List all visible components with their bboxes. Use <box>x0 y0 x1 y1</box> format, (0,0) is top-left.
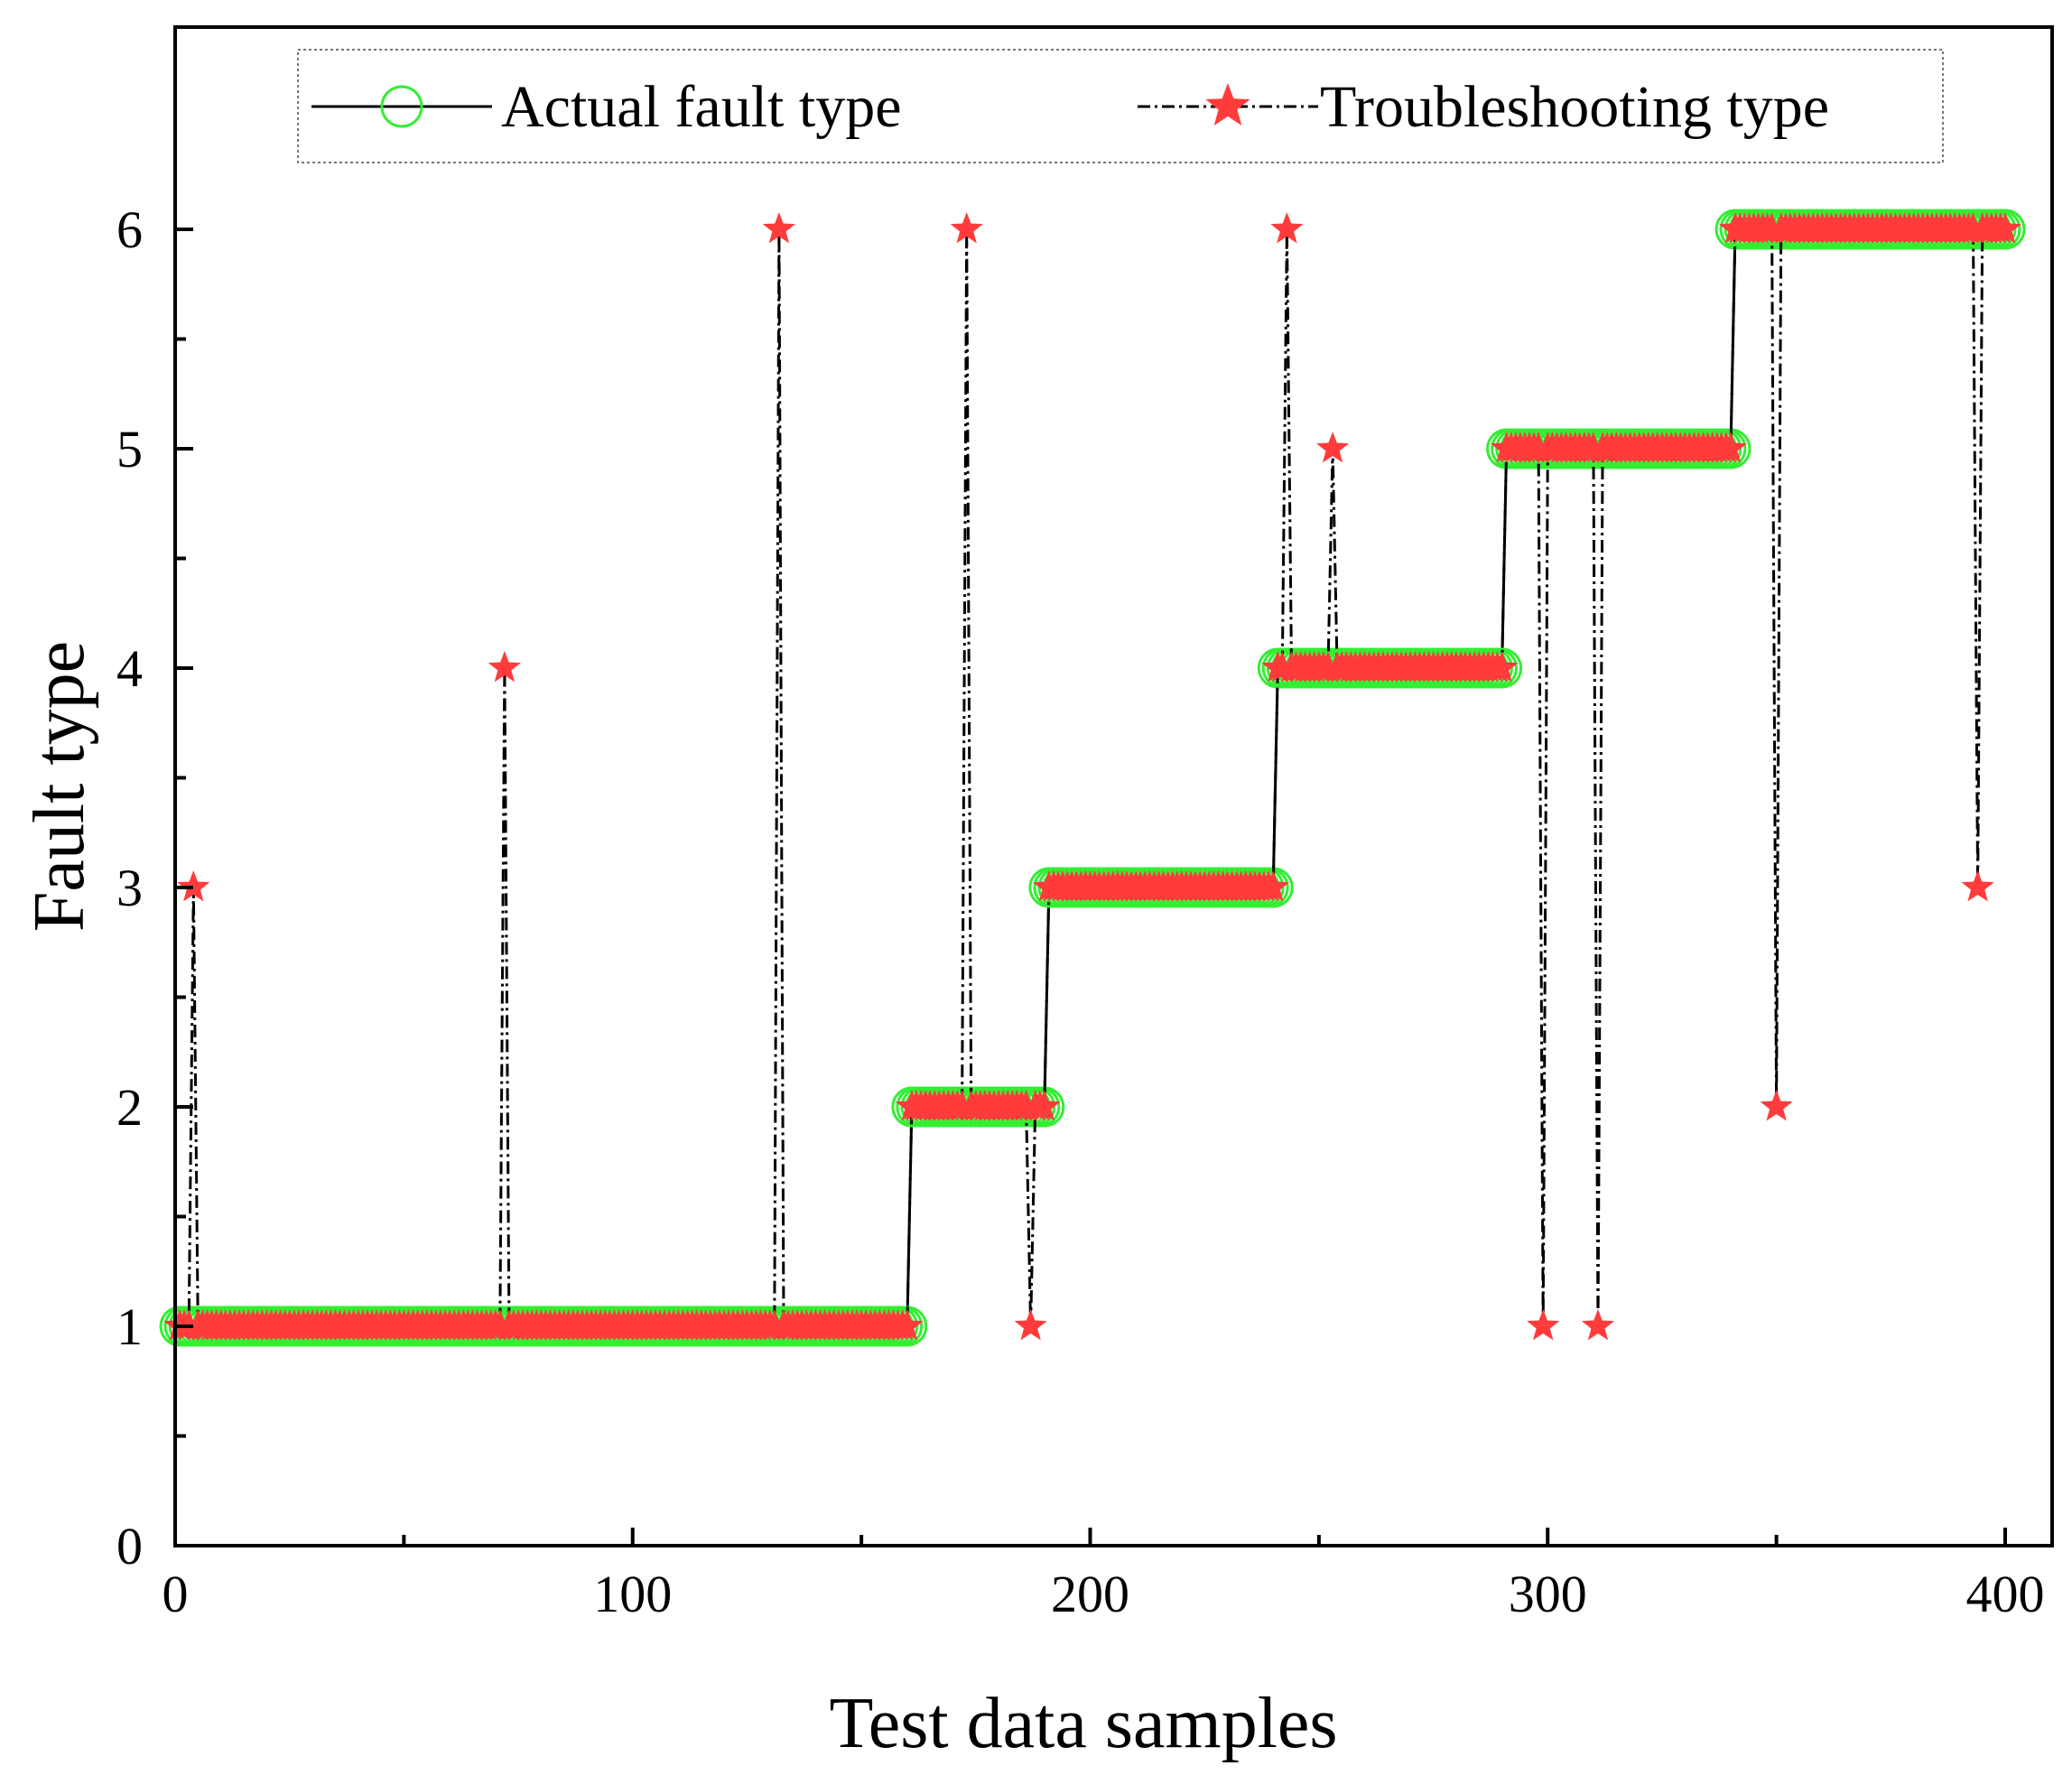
troubleshooting-point <box>890 1309 924 1341</box>
troubleshooting-line <box>180 228 2005 1328</box>
y-tick-label: 6 <box>116 200 143 259</box>
actual-series <box>159 209 2026 1347</box>
troubleshooting-point <box>1257 870 1290 902</box>
legend-box <box>297 49 1944 163</box>
legend-star-icon <box>1205 83 1250 125</box>
y-tick-label: 0 <box>116 1517 143 1575</box>
legend-troubleshooting-label: Troubleshooting type <box>1320 74 1829 140</box>
legend-actual-label: Actual fault type <box>501 74 902 140</box>
troubleshooting-point <box>488 651 521 683</box>
x-tick-labels: 0 100 200 300 400 <box>163 1565 2045 1623</box>
troubleshooting-point <box>1581 1309 1615 1341</box>
y-tick-label: 5 <box>116 420 143 479</box>
y-tick-label: 2 <box>116 1078 143 1137</box>
troubleshooting-point <box>762 212 795 244</box>
troubleshooting-point <box>1485 651 1519 683</box>
troubleshooting-series <box>163 212 2022 1341</box>
plot-frame <box>173 25 2054 1547</box>
axis-ticks <box>173 228 2007 1547</box>
x-tick-label: 0 <box>163 1565 189 1623</box>
y-tick-label: 3 <box>116 859 143 917</box>
troubleshooting-point <box>177 870 210 902</box>
troubleshooting-point <box>1527 1309 1560 1341</box>
troubleshooting-point <box>1316 432 1350 463</box>
troubleshooting-point <box>1270 212 1304 244</box>
x-tick-label: 400 <box>1966 1565 2045 1623</box>
y-axis-label: Fault type <box>20 641 99 932</box>
y-tick-label: 1 <box>116 1297 143 1356</box>
plot-data-layer <box>159 209 2026 1347</box>
troubleshooting-point <box>1027 1090 1061 1121</box>
troubleshooting-point <box>1014 1309 1047 1341</box>
x-tick-label: 100 <box>593 1565 672 1623</box>
legend-circle-icon <box>380 85 423 128</box>
troubleshooting-point <box>950 212 983 244</box>
troubleshooting-point <box>1961 870 1994 902</box>
x-tick-label: 200 <box>1051 1565 1129 1623</box>
troubleshooting-point <box>1988 212 2022 244</box>
legend: Actual fault type Troubleshooting type <box>297 49 1944 163</box>
x-axis-label: Test data samples <box>829 1684 1337 1763</box>
troubleshooting-point <box>1760 1090 1793 1121</box>
y-tick-labels: 0 1 2 3 4 5 6 <box>116 200 143 1575</box>
x-tick-label: 300 <box>1509 1565 1587 1623</box>
y-tick-label: 4 <box>116 639 143 698</box>
troubleshooting-point <box>1714 432 1747 463</box>
